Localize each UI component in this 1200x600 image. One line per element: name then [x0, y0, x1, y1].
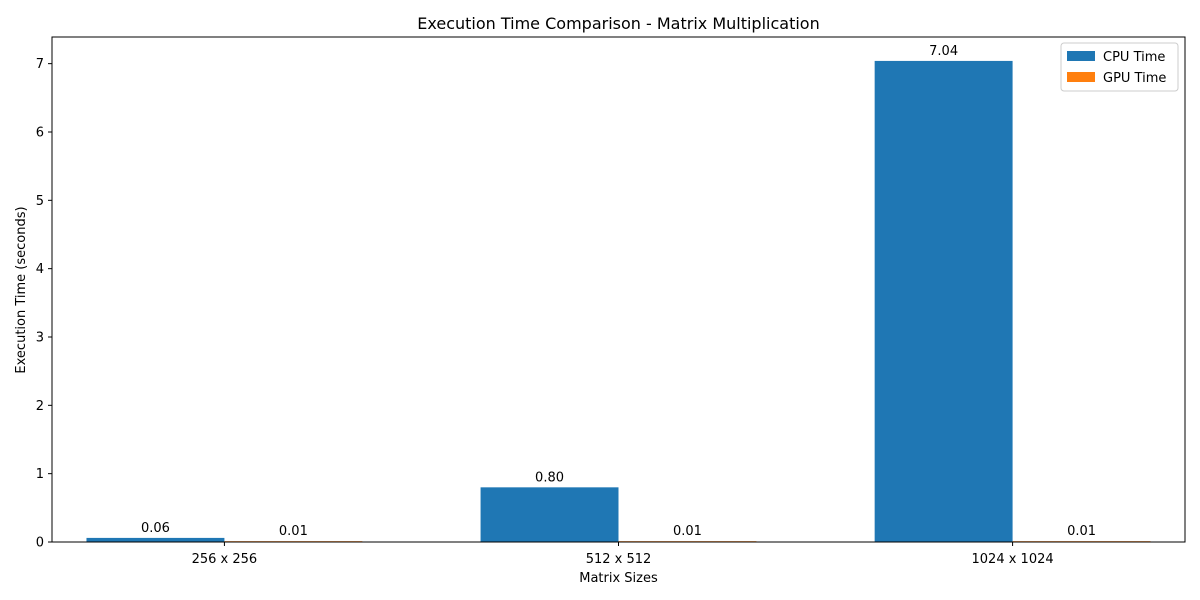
plot-frame [51, 36, 1186, 543]
x-axis-label: Matrix Sizes [579, 571, 658, 586]
legend-swatch [1067, 72, 1095, 82]
bar-data-label: 0.01 [1067, 524, 1096, 539]
y-tick-label: 3 [36, 330, 44, 345]
legend-label: CPU Time [1103, 50, 1165, 65]
y-tick-label: 2 [36, 399, 44, 414]
bar-data-label: 0.01 [673, 524, 702, 539]
y-tick-label: 5 [36, 194, 44, 209]
y-tick-label: 6 [36, 125, 44, 140]
bar [480, 487, 619, 542]
legend: CPU Time GPU Time [1060, 42, 1179, 92]
y-tick-label: 4 [36, 262, 44, 277]
x-tick-label: 256 x 256 [192, 552, 258, 567]
chart-title: Execution Time Comparison - Matrix Multi… [417, 14, 819, 33]
y-axis-label: Execution Time (seconds) [14, 206, 29, 373]
bar [874, 60, 1013, 543]
bar-data-label: 7.04 [929, 44, 958, 59]
bar [86, 537, 225, 542]
legend-label: GPU Time [1103, 71, 1166, 86]
bar-data-label: 0.06 [141, 521, 170, 536]
y-tick-label: 7 [36, 57, 44, 72]
y-tick-label: 1 [36, 467, 44, 482]
bar-data-label: 0.01 [279, 524, 308, 539]
x-tick-label: 1024 x 1024 [972, 552, 1054, 567]
y-tick-label: 0 [36, 536, 44, 551]
x-tick-label: 512 x 512 [586, 552, 652, 567]
legend-swatch [1067, 51, 1095, 61]
bar-data-label: 0.80 [535, 470, 564, 485]
plot-area: 0 1 2 3 4 5 6 7 256 x 256 512 x 512 1024 x 1024 0.0… [36, 44, 1151, 567]
